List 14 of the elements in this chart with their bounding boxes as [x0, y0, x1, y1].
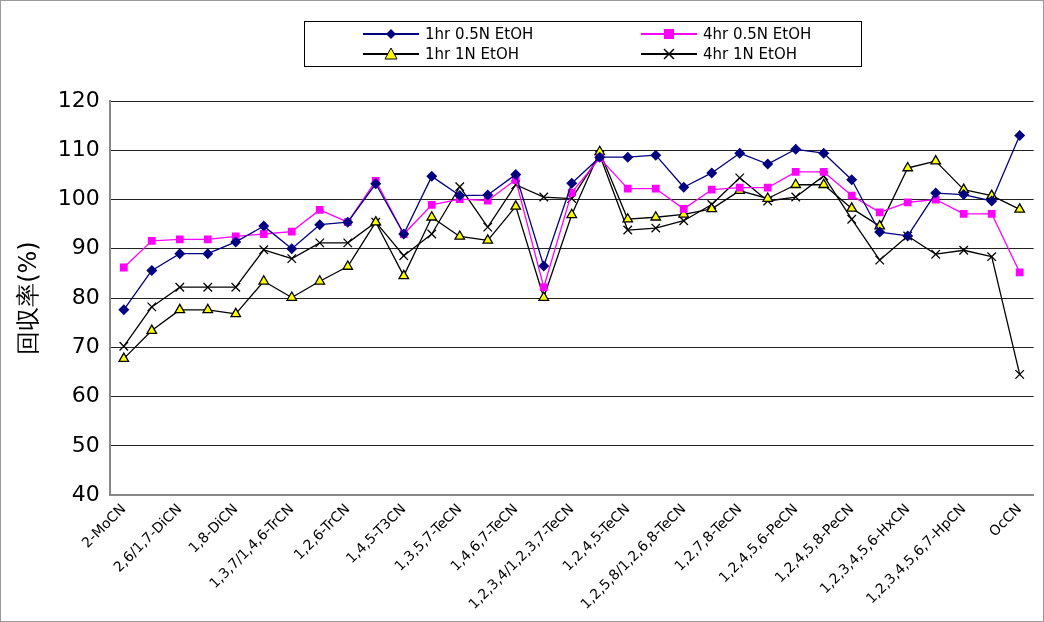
- y-tick-label: 40: [71, 480, 100, 506]
- y-tick-label: 100: [57, 185, 100, 211]
- legend-label: 4hr 0.5N EtOH: [703, 25, 812, 43]
- y-tick-label: 110: [57, 135, 100, 161]
- y-tick-label: 80: [71, 283, 100, 309]
- y-axis-title: 回収率(%): [13, 241, 42, 355]
- y-tick-label: 60: [71, 382, 100, 408]
- y-tick-label: 90: [71, 234, 100, 260]
- y-tick-label: 70: [71, 333, 100, 359]
- legend-label: 1hr 1N EtOH: [425, 45, 519, 63]
- y-tick-label: 120: [57, 86, 100, 112]
- legend-label: 1hr 0.5N EtOH: [425, 25, 534, 43]
- y-tick-label: 50: [71, 431, 100, 457]
- legend-label: 4hr 1N EtOH: [703, 45, 797, 63]
